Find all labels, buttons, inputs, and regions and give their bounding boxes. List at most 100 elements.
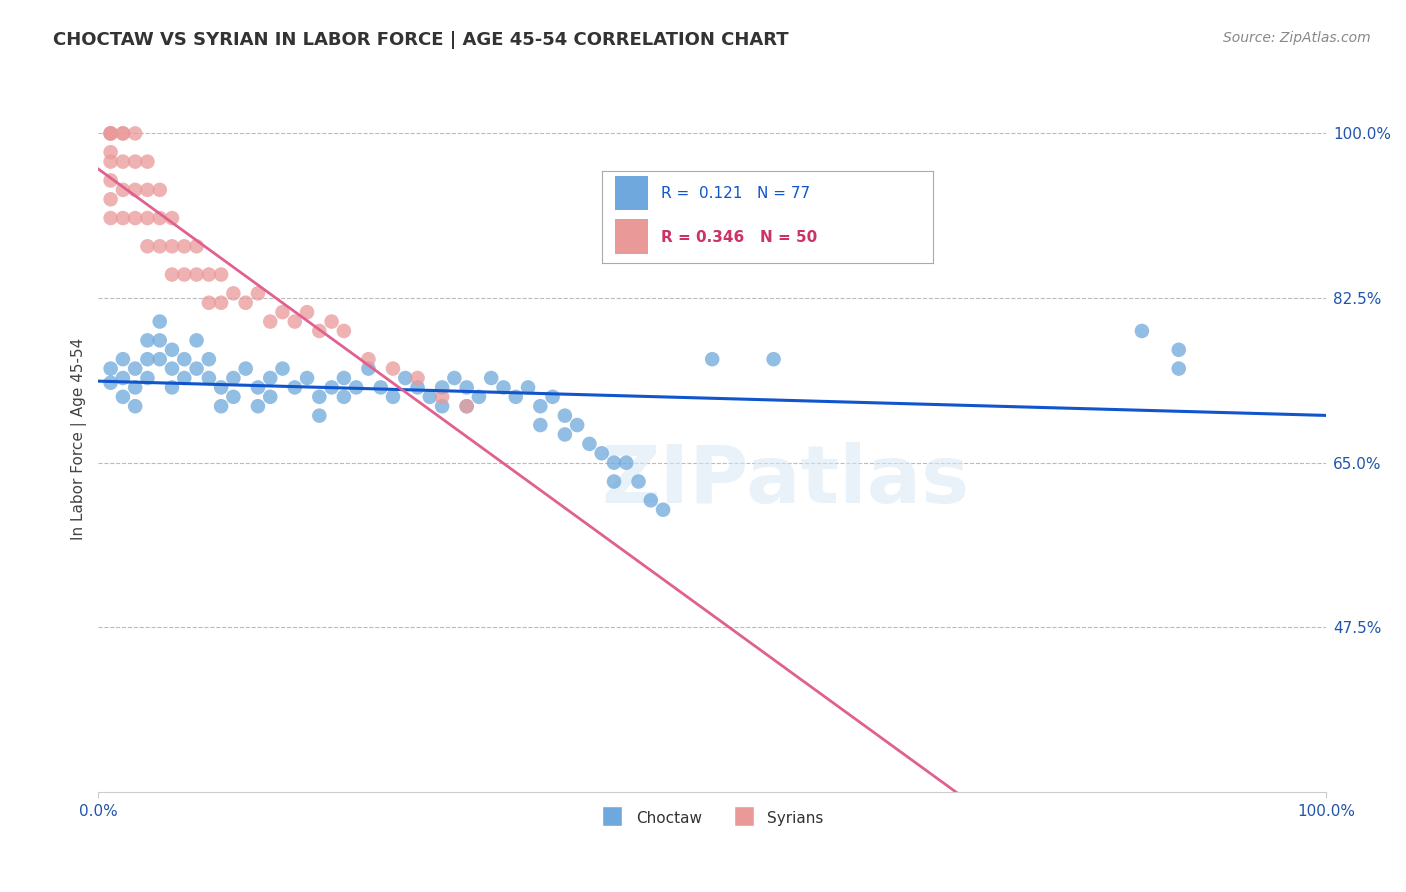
Point xyxy=(419,390,441,404)
Point xyxy=(173,239,195,253)
Point xyxy=(295,305,318,319)
Point xyxy=(100,127,122,141)
Point xyxy=(222,390,245,404)
Point xyxy=(222,286,245,301)
Point xyxy=(100,376,122,390)
Point xyxy=(124,154,146,169)
Point xyxy=(124,399,146,413)
Point xyxy=(209,399,232,413)
Point xyxy=(1167,343,1189,357)
Point xyxy=(479,371,502,385)
Point xyxy=(198,371,221,385)
Point xyxy=(198,352,221,367)
Point xyxy=(456,380,478,394)
Point xyxy=(468,390,491,404)
Point xyxy=(430,380,453,394)
Point xyxy=(406,380,429,394)
Point xyxy=(640,493,662,508)
Point xyxy=(136,334,159,348)
Point xyxy=(149,334,172,348)
Point xyxy=(284,380,307,394)
Point xyxy=(149,211,172,225)
Point xyxy=(259,390,281,404)
Point xyxy=(111,127,134,141)
Point xyxy=(100,127,122,141)
Point xyxy=(492,380,515,394)
Point xyxy=(614,456,637,470)
Point xyxy=(762,352,785,367)
Point xyxy=(136,183,159,197)
Text: Source: ZipAtlas.com: Source: ZipAtlas.com xyxy=(1223,31,1371,45)
Point xyxy=(505,390,527,404)
Point xyxy=(100,361,122,376)
Point xyxy=(308,390,330,404)
Point xyxy=(382,361,405,376)
Point xyxy=(529,418,551,433)
Point xyxy=(149,183,172,197)
Point xyxy=(124,361,146,376)
Point xyxy=(235,295,257,310)
Point xyxy=(295,371,318,385)
Point xyxy=(198,268,221,282)
Point xyxy=(554,409,576,423)
Legend: Choctaw, Syrians: Choctaw, Syrians xyxy=(595,803,830,834)
Point xyxy=(186,268,208,282)
Point xyxy=(160,361,183,376)
Point xyxy=(173,352,195,367)
Point xyxy=(124,183,146,197)
Point xyxy=(149,239,172,253)
Point xyxy=(111,371,134,385)
Point xyxy=(246,380,269,394)
Point xyxy=(456,399,478,413)
Point xyxy=(186,334,208,348)
Point xyxy=(111,127,134,141)
Point xyxy=(209,295,232,310)
Y-axis label: In Labor Force | Age 45-54: In Labor Force | Age 45-54 xyxy=(72,338,87,541)
Point xyxy=(333,371,356,385)
Point xyxy=(173,371,195,385)
Point xyxy=(652,502,675,516)
Point xyxy=(406,371,429,385)
Point xyxy=(259,314,281,328)
Point xyxy=(357,352,380,367)
Point xyxy=(209,380,232,394)
Point xyxy=(136,371,159,385)
Point xyxy=(321,314,343,328)
Point xyxy=(111,211,134,225)
Point xyxy=(186,361,208,376)
Point xyxy=(591,446,613,460)
Point xyxy=(443,371,465,385)
Point xyxy=(100,145,122,160)
Point xyxy=(246,286,269,301)
Point xyxy=(136,239,159,253)
Point xyxy=(284,314,307,328)
Point xyxy=(333,390,356,404)
Point xyxy=(517,380,540,394)
Point xyxy=(702,352,724,367)
Point xyxy=(198,295,221,310)
Point xyxy=(603,475,626,489)
Point xyxy=(160,343,183,357)
Point xyxy=(160,211,183,225)
Point xyxy=(246,399,269,413)
Point xyxy=(430,399,453,413)
Point xyxy=(370,380,392,394)
Point xyxy=(100,154,122,169)
Point xyxy=(430,390,453,404)
Point xyxy=(382,390,405,404)
Point xyxy=(357,361,380,376)
Point xyxy=(344,380,367,394)
Point xyxy=(149,352,172,367)
Point xyxy=(259,371,281,385)
Point xyxy=(308,409,330,423)
Point xyxy=(529,399,551,413)
Point xyxy=(541,390,564,404)
Point xyxy=(136,154,159,169)
Text: ZIPatlas: ZIPatlas xyxy=(602,442,970,521)
Point xyxy=(886,239,908,253)
Point xyxy=(222,371,245,385)
Point xyxy=(603,456,626,470)
Point xyxy=(124,127,146,141)
Point xyxy=(111,352,134,367)
Point xyxy=(394,371,416,385)
